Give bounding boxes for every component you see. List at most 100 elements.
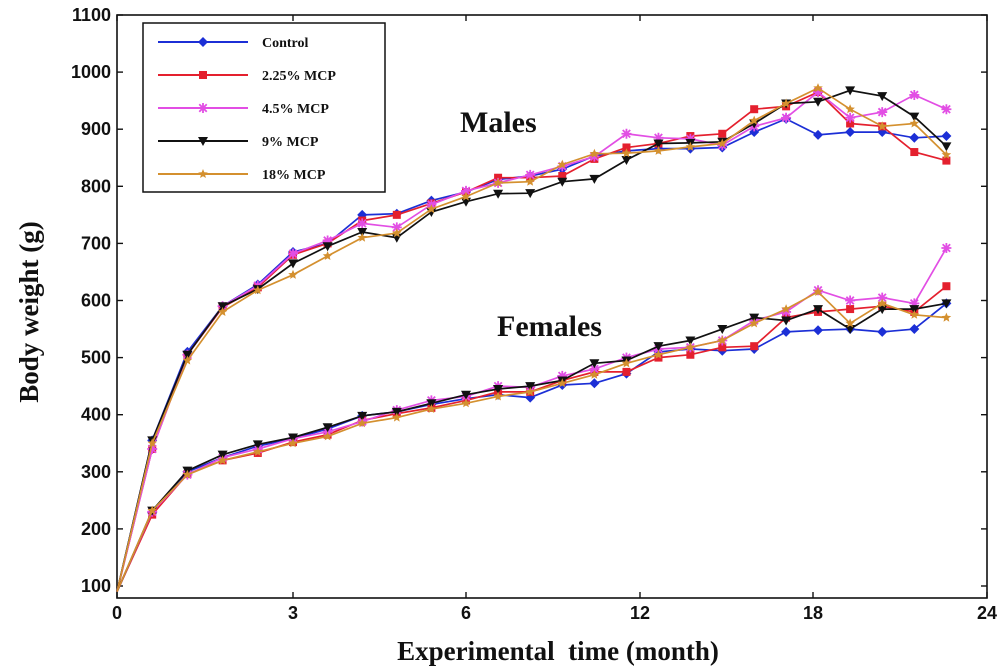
legend-marker — [198, 169, 208, 178]
legend-marker — [199, 71, 207, 79]
data-point — [288, 438, 298, 448]
data-point — [845, 112, 856, 123]
data-point — [877, 127, 888, 138]
data-point — [781, 306, 792, 317]
data-point — [941, 131, 952, 142]
data-point — [589, 148, 600, 158]
data-point — [182, 469, 193, 479]
data-point — [322, 423, 333, 433]
data-point — [426, 399, 437, 409]
y-tick-label: 200 — [81, 519, 111, 539]
y-tick-label: 100 — [81, 576, 111, 596]
data-point — [941, 312, 952, 322]
data-point — [653, 349, 664, 359]
data-point — [718, 343, 727, 352]
data-point — [322, 431, 333, 441]
data-point — [357, 218, 368, 229]
data-point — [717, 325, 728, 335]
data-point — [781, 326, 792, 337]
data-point — [426, 404, 437, 413]
data-point — [357, 418, 367, 428]
x-tick-label: 3 — [288, 603, 298, 623]
legend-item: Control — [158, 36, 309, 51]
data-point — [392, 412, 402, 422]
data-point — [909, 298, 920, 309]
data-point — [942, 282, 951, 291]
data-point — [845, 86, 856, 96]
x-tick-label: 6 — [461, 603, 471, 623]
x-tick-label: 0 — [112, 603, 122, 623]
series-line — [116, 302, 947, 593]
data-point — [253, 446, 263, 456]
data-point — [877, 326, 888, 337]
y-tick-label: 500 — [81, 348, 111, 368]
data-point — [718, 129, 727, 138]
data-point — [357, 232, 367, 242]
legend-marker — [198, 37, 208, 47]
legend-label: 4.5% MCP — [262, 102, 329, 117]
data-point — [461, 191, 471, 201]
legend-item: 18% MCP — [158, 168, 326, 183]
y-tick-label: 1100 — [72, 5, 111, 25]
data-point — [288, 433, 298, 443]
data-point — [845, 318, 855, 328]
data-point — [813, 97, 824, 107]
data-point — [749, 313, 760, 323]
y-tick-label: 600 — [81, 291, 111, 311]
data-point — [589, 174, 600, 184]
data-point — [749, 115, 759, 125]
data-point — [493, 177, 503, 187]
data-point — [717, 335, 727, 345]
data-point — [813, 129, 824, 140]
data-point — [781, 316, 792, 326]
data-point — [493, 385, 504, 395]
legend-item: 2.25% MCP — [158, 69, 336, 84]
annotation-males: Males — [460, 106, 537, 139]
data-point — [877, 92, 888, 102]
data-point — [357, 227, 368, 237]
series-female-18-mcp — [116, 286, 952, 593]
axes-frame-group: 100 200 300 400 500 600 700 800 900 1000 1100 0 3 6 12… — [71, 5, 997, 623]
data-point — [494, 173, 503, 182]
data-point — [909, 309, 920, 319]
series-line — [116, 89, 947, 592]
data-point — [217, 455, 228, 465]
data-point — [392, 228, 402, 238]
data-point — [845, 127, 856, 138]
data-point — [846, 305, 855, 314]
data-point — [909, 324, 920, 335]
plot-frame — [116, 14, 988, 599]
x-tick-label: 12 — [630, 603, 650, 623]
data-point — [217, 306, 228, 316]
data-point — [525, 382, 536, 392]
data-point — [653, 139, 664, 149]
data-point — [147, 443, 158, 454]
data-point — [941, 104, 952, 115]
data-point — [391, 222, 402, 233]
series-line — [116, 290, 947, 593]
series-line — [116, 91, 947, 592]
data-point — [493, 189, 504, 199]
x-tick-label: 24 — [977, 603, 997, 623]
data-point — [217, 450, 228, 460]
data-point — [621, 148, 632, 158]
data-point — [288, 269, 298, 279]
data-point — [557, 159, 567, 169]
x-axis-title: Experimental time (month) — [397, 636, 719, 666]
data-point — [622, 367, 631, 376]
data-point — [845, 295, 856, 306]
data-point — [846, 119, 855, 128]
data-point — [877, 305, 888, 315]
data-point — [813, 325, 824, 336]
legend-marker — [198, 137, 208, 146]
data-point — [749, 318, 759, 328]
series-line — [116, 91, 947, 592]
x-tick-label: 18 — [803, 603, 823, 623]
data-point — [685, 336, 696, 346]
data-point — [749, 127, 760, 138]
data-point — [525, 189, 536, 199]
data-point — [589, 378, 600, 389]
y-tick-label: 900 — [81, 119, 111, 139]
data-point — [813, 286, 823, 296]
